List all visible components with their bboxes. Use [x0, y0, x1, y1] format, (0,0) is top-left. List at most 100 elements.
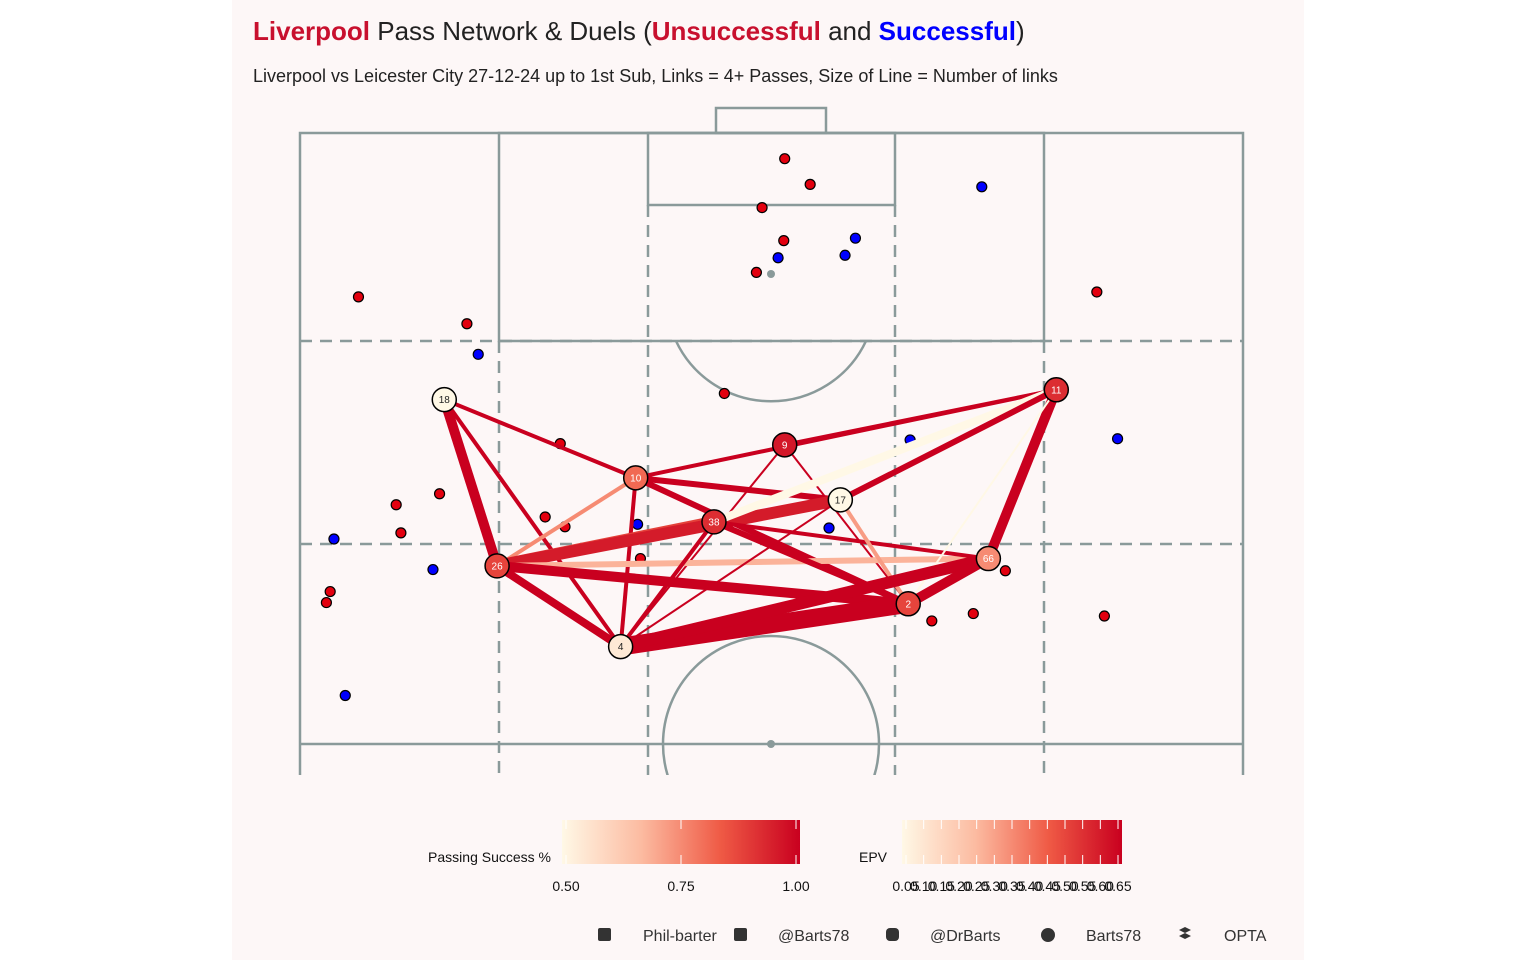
player-label: 4	[618, 642, 624, 653]
credit: @Barts78	[778, 928, 849, 945]
pass-link	[619, 520, 716, 648]
duel-point	[804, 178, 816, 190]
duel-point	[352, 291, 365, 303]
six-yard-box	[646, 131, 897, 207]
x-icon	[734, 928, 747, 941]
duel-point	[926, 615, 938, 627]
colorbar-tick-label: 0.30	[981, 878, 1008, 894]
credit: Phil-barter	[643, 928, 717, 945]
dropbox-icon	[1179, 927, 1191, 939]
player-node	[771, 432, 798, 458]
pass-link	[495, 493, 842, 572]
penalty-arc	[674, 340, 868, 403]
pass-link	[620, 499, 841, 648]
player-label: 2	[905, 599, 911, 610]
player-node	[701, 509, 727, 535]
colorbar-tick-label: 0.25	[963, 878, 990, 894]
pass-link	[784, 387, 1057, 447]
pass-link	[838, 387, 1058, 503]
duel-point	[320, 596, 333, 609]
pass-link	[496, 476, 637, 568]
duel-point	[778, 235, 790, 247]
pass-link	[983, 387, 1061, 561]
colorbar-tick-label: 0.55	[1069, 878, 1096, 894]
duel-point	[772, 252, 784, 264]
credit: @DrBarts	[930, 928, 1000, 945]
duel-point	[779, 153, 791, 165]
player-node	[827, 487, 854, 513]
player-node	[622, 465, 649, 491]
player-label: 66	[983, 554, 995, 565]
duel-point	[461, 318, 473, 330]
duel-point	[427, 563, 439, 576]
centre-spot	[767, 740, 775, 748]
colorbar-tick-label: 0.65	[1104, 878, 1131, 894]
duel-point	[999, 565, 1011, 577]
duel-point	[976, 181, 988, 193]
title-part: Pass Network & Duels (	[370, 16, 652, 46]
colorbar-tick-label: 0.20	[945, 878, 972, 894]
duel-point	[324, 585, 336, 598]
colorbar-tick-label: 0.35	[998, 878, 1025, 894]
title-part: )	[1016, 16, 1025, 46]
duel-point	[849, 232, 862, 244]
player-node	[607, 633, 634, 660]
legend: Passing Success %0.50 0.75 1.00EPV0.050.10…	[428, 820, 1132, 894]
duel-point	[823, 522, 835, 534]
pass-link	[635, 474, 841, 503]
player-label: 10	[630, 473, 642, 484]
title-part: Successful	[879, 16, 1016, 46]
colorbar-tick-label: 0.10	[910, 878, 937, 894]
duel-point	[1111, 433, 1124, 445]
duel-point	[750, 266, 763, 279]
duel-point	[433, 488, 446, 500]
colorbar-tick-label: 0.50	[552, 878, 579, 894]
legend-title: Passing Success %	[428, 849, 551, 865]
player-node	[1043, 377, 1070, 403]
credit-icons	[598, 927, 1191, 942]
pass-link	[443, 397, 637, 480]
player-label: 38	[708, 517, 720, 528]
chart-title: Liverpool Pass Network & Duels (Unsucces…	[253, 16, 1025, 46]
duel-point	[390, 499, 402, 511]
title-part: Unsuccessful	[652, 16, 821, 46]
duel-point	[395, 527, 407, 539]
player-label: 17	[835, 495, 847, 506]
colorbar-tick-label: 1.00	[782, 878, 809, 894]
colorbar-tick-label: 0.40	[1016, 878, 1043, 894]
duel-point	[328, 533, 340, 545]
player-node	[895, 591, 921, 617]
player-label: 26	[492, 561, 504, 572]
pitch	[298, 106, 1245, 775]
player-label: 18	[439, 395, 451, 406]
player-node	[431, 386, 458, 413]
duel-point	[1098, 610, 1110, 622]
penalty-spot	[767, 270, 775, 278]
duel-point	[839, 249, 851, 261]
pass-link	[619, 552, 990, 653]
pass-link	[905, 554, 991, 609]
duel-point	[718, 387, 730, 400]
duel-point	[967, 607, 979, 620]
duel-point	[539, 511, 551, 523]
legend-title: EPV	[859, 849, 888, 865]
title-part: Liverpool	[253, 16, 370, 46]
colorbar-tick-label: 0.75	[667, 878, 694, 894]
pass-link	[712, 386, 1058, 526]
colorbar-tick-label: 0.45	[1034, 878, 1061, 894]
colorbar-tick-label: 0.05	[892, 878, 919, 894]
duel-point	[339, 689, 351, 702]
credit: OPTA	[1224, 928, 1267, 945]
colorbar-tick-label: 0.50	[1051, 878, 1078, 894]
player-node	[484, 553, 510, 579]
duel-point	[472, 348, 484, 360]
duel-point	[756, 201, 768, 214]
pass-link	[442, 398, 623, 648]
colorbar-tick-label: 0.15	[928, 878, 955, 894]
pass-link	[497, 555, 989, 569]
panel	[232, 0, 1304, 960]
chart-subtitle: Liverpool vs Leicester City 27-12-24 up …	[253, 66, 1058, 86]
credit: Barts78	[1086, 928, 1141, 945]
